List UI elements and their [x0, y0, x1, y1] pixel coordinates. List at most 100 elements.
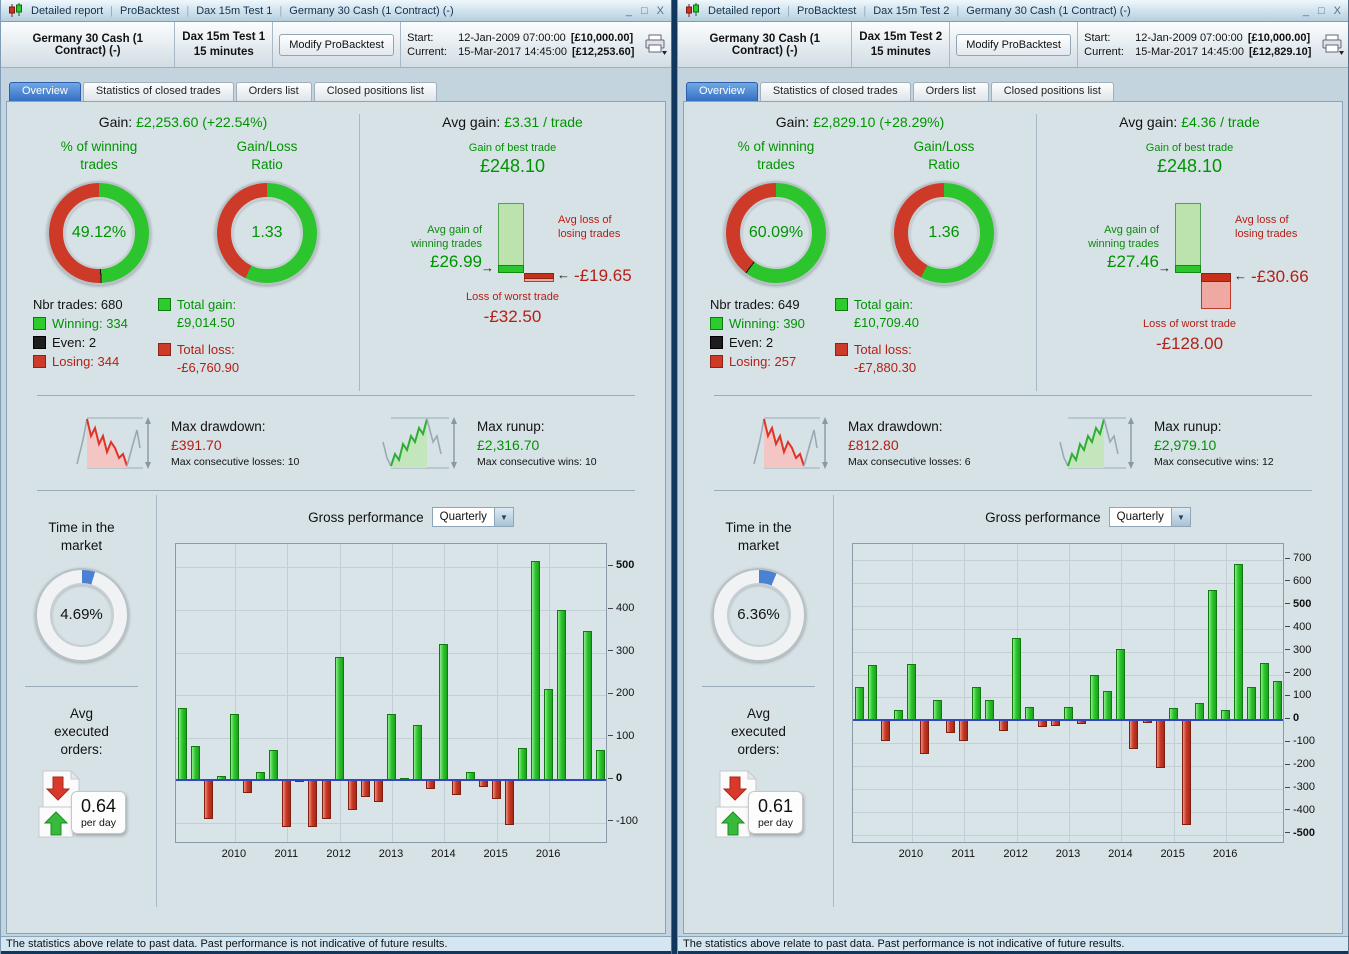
- period-select[interactable]: Quarterly ▼: [1108, 507, 1191, 528]
- gain-label: Gain:: [98, 114, 133, 130]
- chart-bar: [269, 750, 279, 781]
- chart-bar: [972, 687, 982, 721]
- chart-bar: [439, 644, 449, 781]
- right-arrow-icon: →: [481, 260, 494, 276]
- time-in-market-section: Time in the market 6.36% Avg executed or…: [684, 495, 834, 908]
- even-swatch: [33, 336, 46, 350]
- current-label: Current:: [1084, 45, 1124, 58]
- chart-bar: [387, 714, 397, 781]
- tab-statistics[interactable]: Statistics of closed trades: [82, 82, 234, 101]
- close-button[interactable]: X: [656, 4, 664, 17]
- test-info: Dax 15m Test 2 15 minutes: [852, 22, 951, 67]
- chart-bar: [334, 656, 344, 781]
- avg-loss-value: -£19.65: [574, 265, 632, 285]
- ratio-heading-line1: Gain/Loss: [913, 139, 975, 154]
- even-swatch: [710, 336, 723, 350]
- report-body: Overview Statistics of closed trades Ord…: [1, 68, 671, 936]
- total-gain-swatch: [157, 298, 171, 312]
- best-worst-trade-chart: Avg gain of winning trades £27.46 Avg lo…: [1037, 181, 1342, 376]
- chart-bar: [1194, 703, 1204, 721]
- modify-probacktest-button[interactable]: Modify ProBacktest: [956, 33, 1071, 56]
- tab-orders-list[interactable]: Orders list: [912, 82, 989, 101]
- avg-gain-label: Avg gain:: [1119, 114, 1178, 130]
- trade-stats-section: Gain: £2,253.60 (+22.54%) % of winning t…: [7, 114, 360, 392]
- winning-swatch: [33, 317, 46, 331]
- chart-year-label: 2015: [483, 848, 508, 861]
- title-probacktest: ProBacktest: [120, 4, 180, 17]
- chart-year-label: 2014: [1108, 848, 1133, 861]
- status-bar: The statistics above relate to past data…: [1, 936, 671, 954]
- maximize-button[interactable]: □: [1318, 4, 1325, 17]
- modify-probacktest-button[interactable]: Modify ProBacktest: [279, 33, 394, 56]
- test-name: Dax 15m Test 2: [859, 30, 943, 43]
- report-window: Detailed report | ProBacktest | Dax 15m …: [0, 0, 672, 954]
- chart-bar: [177, 707, 187, 781]
- tab-overview[interactable]: Overview: [686, 82, 758, 101]
- period-select[interactable]: Quarterly ▼: [431, 507, 514, 528]
- losing-swatch: [710, 355, 723, 369]
- totals-legend: Total gain: £10,709.40 Total loss: -£7,8…: [834, 297, 919, 387]
- max-consecutive-wins: Max consecutive wins: 10: [477, 455, 597, 468]
- tab-closed-positions[interactable]: Closed positions list: [990, 82, 1114, 101]
- period-selected-value: Quarterly: [1116, 511, 1164, 524]
- time-in-market-heading-line2: market: [737, 538, 780, 554]
- gain-loss-ratio-donut-group: Gain/Loss Ratio 1.33: [197, 138, 337, 286]
- start-equity: [£10,000.00]: [570, 31, 634, 44]
- avg-orders-heading-line3: orders:: [737, 741, 780, 757]
- chart-year-label: 2013: [1055, 848, 1081, 861]
- total-gain-value: £9,014.50: [176, 315, 235, 331]
- gain-value: £2,253.60 (+22.54%): [136, 114, 268, 130]
- title-report: Detailed report: [31, 4, 104, 17]
- orders-pages-icon: [38, 769, 81, 838]
- current-equity: [£12,253.60]: [572, 45, 635, 58]
- print-button[interactable]: [1317, 22, 1348, 67]
- max-drawdown-label: Max drawdown:: [848, 418, 943, 434]
- chart-year-label: 2016: [1212, 848, 1238, 861]
- chart-bar: [1103, 690, 1113, 721]
- divider: [702, 685, 815, 687]
- best-trade-label: Gain of best trade: [468, 142, 557, 154]
- winning-trades-donut-group: % of winning trades 60.09%: [706, 138, 846, 286]
- tab-closed-positions[interactable]: Closed positions list: [313, 82, 437, 101]
- test-info: Dax 15m Test 1 15 minutes: [175, 22, 274, 67]
- title-probacktest: ProBacktest: [797, 4, 857, 17]
- chart-bar: [190, 746, 200, 781]
- tab-orders-list[interactable]: Orders list: [235, 82, 312, 101]
- avg-loss-bar: [524, 273, 554, 279]
- gross-performance-section: Gross performance Quarterly ▼ 500 400 300 2…: [157, 495, 665, 907]
- chart-bar: [557, 610, 567, 781]
- tab-statistics[interactable]: Statistics of closed trades: [759, 82, 911, 101]
- winning-trades-donut: 49.12%: [47, 181, 151, 286]
- chart-bar: [203, 780, 213, 819]
- avg-orders-heading-line1: Avg: [69, 705, 94, 721]
- avg-orders-value-box: 0.64 per day: [70, 791, 127, 835]
- avg-loss-label: Avg loss of losing trades: [558, 214, 621, 241]
- minimize-button[interactable]: _: [625, 4, 632, 17]
- title-instrument: Germany 30 Cash (1 Contract) (-): [289, 4, 454, 17]
- max-runup-value: £2,316.70: [477, 436, 540, 453]
- chevron-down-icon[interactable]: ▼: [493, 508, 513, 527]
- time-in-market-donut: 6.36%: [711, 567, 806, 662]
- chart-bar: [1090, 674, 1100, 721]
- chart-year-label: 2010: [221, 848, 247, 861]
- best-trade-value: £248.10: [1156, 156, 1223, 176]
- minimize-button[interactable]: _: [1302, 4, 1309, 17]
- total-loss-value: -£7,880.30: [853, 360, 917, 376]
- tab-bar: Overview Statistics of closed trades Ord…: [6, 82, 666, 101]
- gain-loss-ratio-donut: 1.33: [215, 181, 319, 286]
- title-separator: |: [863, 4, 867, 17]
- divider: [714, 490, 1312, 492]
- avg-win-label: Avg gain of winning trades: [411, 224, 482, 251]
- chart-bar: [308, 780, 318, 828]
- avg-orders-unit: per day: [757, 817, 793, 830]
- close-button[interactable]: X: [1333, 4, 1341, 17]
- time-in-market-value: 6.36%: [737, 606, 780, 624]
- chart-year-label: 2015: [1160, 848, 1185, 861]
- max-runup-value: £2,979.10: [1154, 436, 1217, 453]
- avg-orders-heading-line3: orders:: [60, 741, 103, 757]
- chevron-down-icon[interactable]: ▼: [1170, 508, 1190, 527]
- tab-bar: Overview Statistics of closed trades Ord…: [683, 82, 1343, 101]
- tab-overview[interactable]: Overview: [9, 82, 81, 101]
- maximize-button[interactable]: □: [641, 4, 648, 17]
- print-button[interactable]: [640, 22, 671, 67]
